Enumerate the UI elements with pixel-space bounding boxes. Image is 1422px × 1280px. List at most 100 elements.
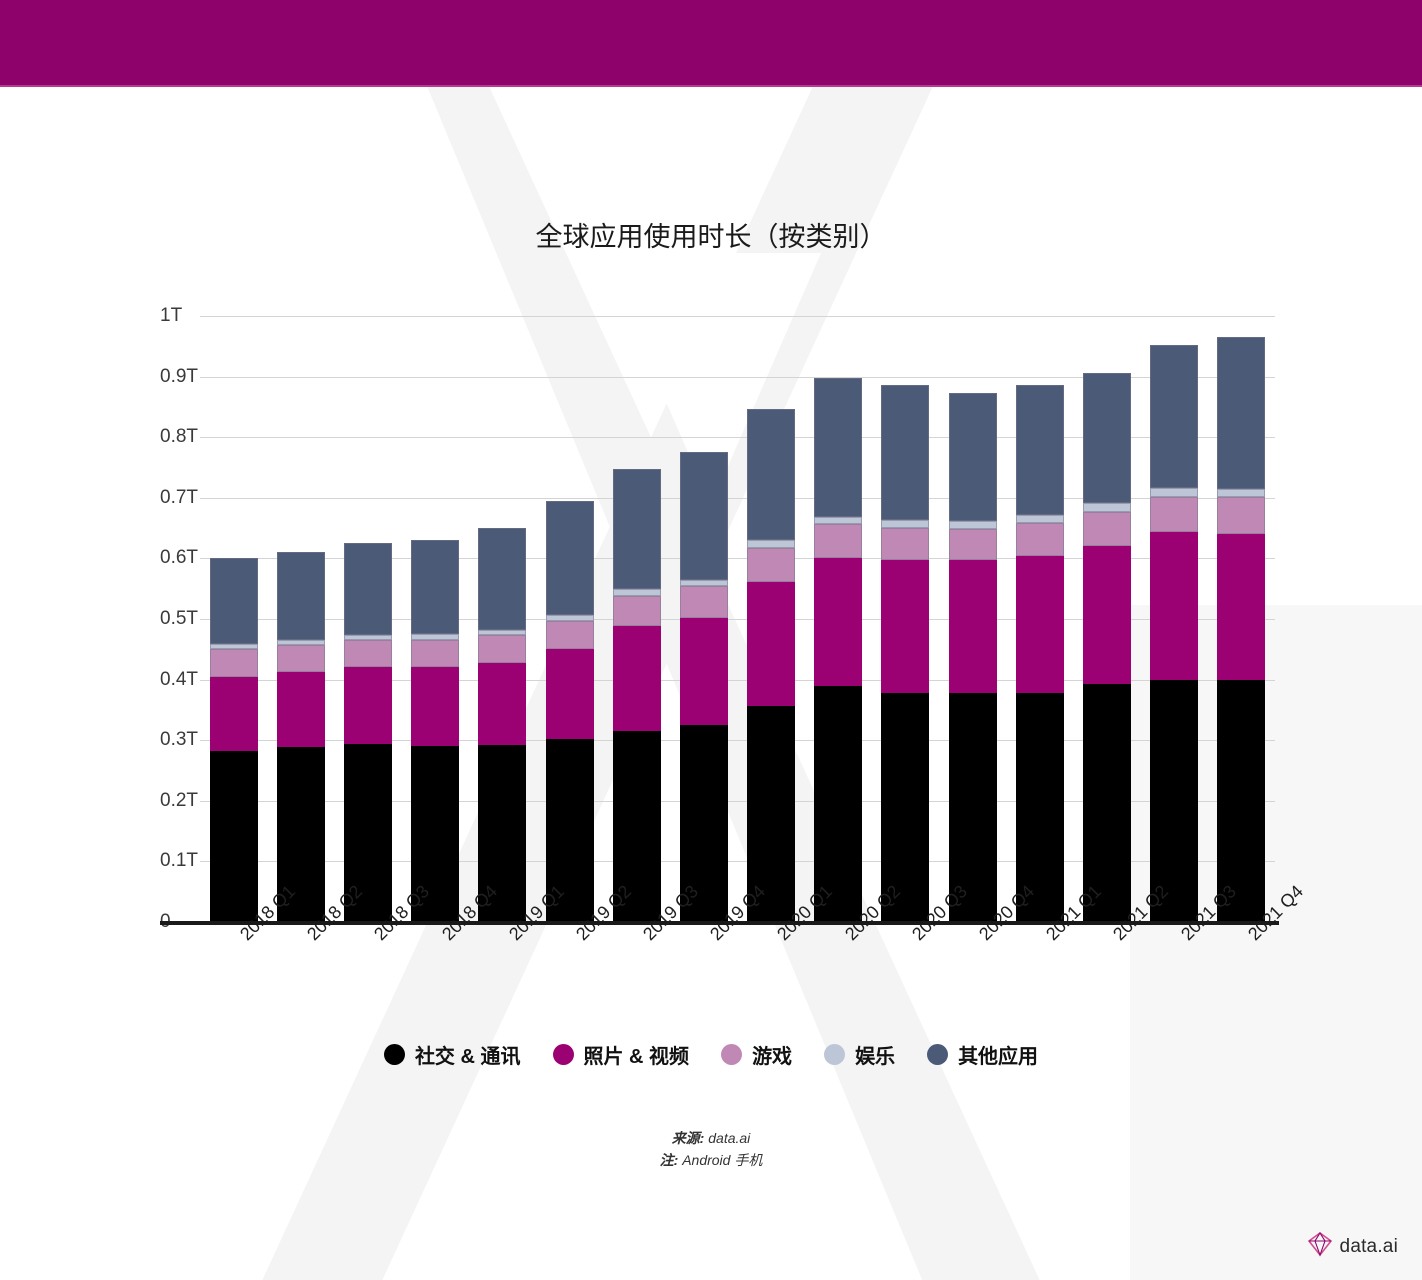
bar-group[interactable] (881, 385, 930, 922)
bar-group[interactable] (209, 558, 258, 922)
bar-segment[interactable] (1150, 488, 1199, 497)
logo-text: data.ai (1339, 1235, 1398, 1257)
bar-segment[interactable] (1217, 488, 1266, 498)
bar-segment[interactable] (209, 644, 258, 650)
source-label: 来源: (671, 1130, 705, 1146)
bar-group[interactable] (545, 500, 594, 922)
note-line: 注: Android 手机 (0, 1150, 1422, 1172)
bar-segment[interactable] (545, 620, 594, 650)
bar-segment[interactable] (1083, 546, 1132, 685)
bar-segment[interactable] (1015, 515, 1064, 524)
bar-group[interactable] (679, 451, 728, 922)
bar-segment[interactable] (478, 663, 527, 746)
gridline (200, 316, 1275, 317)
bar-segment[interactable] (209, 676, 258, 751)
bar-group[interactable] (1083, 373, 1132, 922)
bar-group[interactable] (1150, 345, 1199, 922)
bar-group[interactable] (276, 552, 325, 922)
bar-segment[interactable] (814, 557, 863, 687)
bar-segment[interactable] (1217, 497, 1266, 535)
bar-segment[interactable] (679, 617, 728, 726)
bar-segment[interactable] (747, 582, 796, 706)
bar-segment[interactable] (545, 649, 594, 739)
bar-segment[interactable] (881, 559, 930, 693)
bar-segment[interactable] (814, 524, 863, 558)
bar-segment[interactable] (209, 558, 258, 645)
bar-segment[interactable] (343, 543, 392, 635)
bar-segment[interactable] (948, 560, 997, 693)
legend-item[interactable]: 游戏 (721, 1040, 792, 1069)
bar-segment[interactable] (209, 750, 258, 922)
legend-label: 照片 & 视频 (583, 1046, 690, 1068)
bar-segment[interactable] (1083, 373, 1132, 504)
note-value: Android 手机 (678, 1151, 763, 1168)
bar-group[interactable] (1217, 337, 1266, 922)
bar-segment[interactable] (612, 625, 661, 732)
bar-segment[interactable] (1083, 511, 1132, 547)
chart-title: 全球应用使用时长（按类别） (535, 222, 887, 252)
bar-segment[interactable] (411, 540, 460, 635)
bar-segment[interactable] (747, 408, 796, 541)
legend-item[interactable]: 其他应用 (927, 1040, 1038, 1069)
y-axis-tick-label: 0.7T (160, 486, 199, 508)
bar-segment[interactable] (679, 579, 728, 587)
bar-segment[interactable] (478, 528, 527, 630)
bar-segment[interactable] (1083, 684, 1132, 922)
bar-group[interactable] (612, 468, 661, 922)
y-axis-tick-label: 0.5T (160, 608, 199, 629)
bar-segment[interactable] (1217, 337, 1266, 489)
bar-segment[interactable] (948, 393, 997, 521)
bar-segment[interactable] (814, 378, 863, 517)
bar-segment[interactable] (1083, 503, 1132, 512)
bar-segment[interactable] (343, 639, 392, 667)
header-underline (0, 85, 1422, 87)
bar-segment[interactable] (948, 520, 997, 529)
bar-segment[interactable] (276, 645, 325, 673)
bar-segment[interactable] (1015, 555, 1064, 693)
bar-segment[interactable] (343, 666, 392, 745)
bar-group[interactable] (814, 378, 863, 922)
bar-group[interactable] (948, 393, 997, 922)
bar-group[interactable] (478, 528, 527, 922)
bar-segment[interactable] (948, 528, 997, 561)
bar-segment[interactable] (1150, 531, 1199, 681)
bar-segment[interactable] (1217, 534, 1266, 680)
bar-segment[interactable] (1015, 385, 1064, 516)
bar-group[interactable] (747, 408, 796, 922)
bar-segment[interactable] (679, 451, 728, 580)
bar-segment[interactable] (1015, 523, 1064, 556)
bar-segment[interactable] (612, 589, 661, 596)
bar-segment[interactable] (679, 586, 728, 618)
bar-segment[interactable] (881, 527, 930, 560)
legend-label: 社交 & 通讯 (414, 1046, 521, 1068)
bar-group[interactable] (1015, 385, 1064, 922)
bar-segment[interactable] (612, 468, 661, 590)
chart-footnotes: 来源: data.ai 注: Android 手机 (0, 1128, 1422, 1171)
bar-segment[interactable] (276, 672, 325, 748)
bar-segment[interactable] (209, 649, 258, 677)
bar-segment[interactable] (881, 385, 930, 520)
bar-segment[interactable] (747, 548, 796, 583)
bar-segment[interactable] (478, 635, 527, 664)
bar-segment[interactable] (1150, 496, 1199, 532)
legend-item[interactable]: 照片 & 视频 (552, 1040, 690, 1069)
bar-segment[interactable] (1150, 345, 1199, 489)
legend-item[interactable]: 社交 & 通讯 (383, 1040, 521, 1069)
bar-group[interactable] (411, 540, 460, 922)
bar-segment[interactable] (814, 516, 863, 525)
bar-segment[interactable] (747, 540, 796, 549)
bar-segment[interactable] (881, 519, 930, 528)
bar-group[interactable] (343, 543, 392, 922)
bar-segment[interactable] (545, 500, 594, 615)
legend-label: 娱乐 (855, 1046, 896, 1068)
bar-segment[interactable] (276, 552, 325, 641)
legend-color-swatch (383, 1044, 405, 1065)
bar-segment[interactable] (612, 596, 661, 626)
bar-segment[interactable] (411, 639, 460, 668)
source-value: data.ai (704, 1130, 751, 1146)
legend-item[interactable]: 娱乐 (824, 1040, 895, 1069)
bar-segment[interactable] (411, 667, 460, 746)
chart-plot-area (200, 316, 1275, 922)
y-axis-tick-label: 0.9T (160, 365, 199, 387)
note-label: 注: (659, 1151, 679, 1168)
